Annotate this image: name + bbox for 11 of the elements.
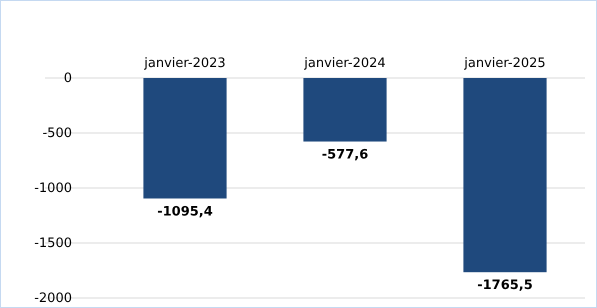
y-tick-label: -1000 (34, 181, 72, 196)
y-tick-label: -2000 (34, 291, 72, 306)
data-label: -577,6 (322, 148, 368, 163)
y-tick-label: -1500 (34, 236, 72, 252)
data-label: -1095,4 (157, 204, 213, 220)
x-tick-label: janvier-2025 (463, 56, 546, 71)
data-label: -1765,5 (477, 278, 533, 294)
y-tick-label: -500 (42, 126, 72, 142)
y-tick-label: 0 (64, 71, 72, 86)
x-tick-label: janvier-2024 (303, 56, 386, 71)
x-tick-label: janvier-2023 (143, 56, 226, 71)
